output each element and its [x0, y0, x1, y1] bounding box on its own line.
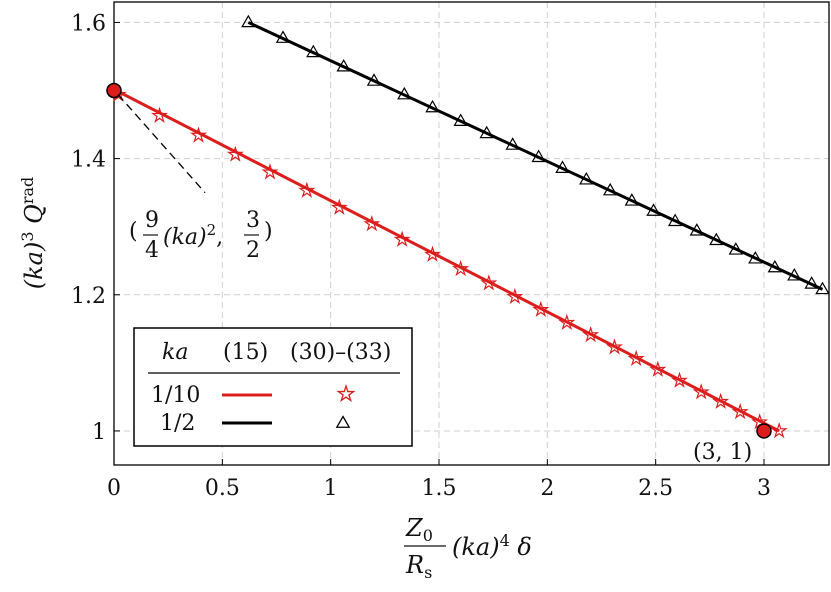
- svg-text:3: 3: [246, 208, 260, 233]
- legend-row-1-10-marker: [336, 383, 356, 403]
- svg-text:4: 4: [145, 238, 159, 263]
- x-tick-label: 2: [540, 476, 554, 501]
- data-point-star: [189, 126, 208, 143]
- data-point-triangle: [709, 232, 724, 246]
- x-tick-label: 0.5: [205, 476, 240, 501]
- legend-row-1-2-marker: [335, 415, 351, 428]
- data-point-star: [712, 392, 730, 409]
- data-point-triangle: [624, 193, 640, 206]
- y-axis-label: (ka)3 Qrad: [18, 177, 48, 290]
- legend: ka (15) (30)–(33) 1/10 1/2: [133, 327, 413, 447]
- data-point-star: [480, 274, 498, 291]
- data-point-triangle: [579, 172, 594, 185]
- y-tick-label: 1: [92, 420, 106, 445]
- data-point-star: [150, 106, 169, 123]
- data-point-triangle: [787, 268, 802, 281]
- data-point-triangle: [397, 86, 412, 100]
- x-tick-label: 3: [757, 476, 771, 501]
- series-1-10: [109, 85, 788, 439]
- legend-header-eq15: (15): [223, 340, 268, 365]
- svg-text:(ka)2,: (ka)2,: [163, 221, 223, 250]
- data-point-triangle: [815, 281, 830, 295]
- data-point-star: [261, 163, 279, 180]
- data-point-triangle: [767, 259, 783, 273]
- data-point-star: [298, 181, 316, 198]
- data-point-star: [393, 230, 411, 247]
- series-line: [115, 89, 780, 433]
- svg-text:(ka)4 δ: (ka)4 δ: [452, 531, 532, 561]
- special-point: [106, 82, 122, 99]
- data-point-star: [770, 422, 788, 439]
- data-point-triangle: [275, 30, 291, 43]
- svg-text:Z0: Z0: [405, 514, 433, 545]
- annotation-3-1-label: (3, 1): [693, 440, 752, 465]
- data-point-star: [558, 313, 576, 330]
- legend-triangle-shape: [335, 415, 351, 428]
- annotation-leader-line: [117, 94, 206, 194]
- data-point-star: [330, 198, 348, 215]
- data-point-star: [452, 259, 470, 277]
- y-tick-label: 1.6: [71, 11, 106, 36]
- svg-text:2: 2: [246, 238, 260, 263]
- data-point-triangle: [646, 203, 661, 216]
- svg-text:Rs: Rs: [405, 551, 432, 582]
- data-point-star: [423, 245, 442, 262]
- plot-frame: [113, 1, 830, 466]
- y-tick-labels: 1 1.2 1.4 1.6: [71, 11, 106, 445]
- x-tick-label: 1: [324, 476, 338, 501]
- x-tick-label: 1.5: [422, 476, 457, 501]
- data-point-star: [605, 338, 624, 355]
- x-tick-label: 2.5: [638, 476, 673, 501]
- data-point-star: [627, 349, 645, 367]
- data-point-star: [532, 300, 550, 318]
- x-tick-label: 0: [107, 476, 121, 501]
- data-point-triangle: [453, 113, 468, 126]
- special-point: [756, 423, 772, 439]
- data-point-triangle: [602, 182, 618, 196]
- data-point-star: [582, 325, 600, 343]
- legend-star-shape: [336, 383, 356, 403]
- data-point-star: [363, 215, 381, 232]
- legend-row-1-2-label: 1/2: [160, 411, 195, 436]
- legend-row-1-10-label: 1/10: [151, 383, 200, 408]
- legend-box: [133, 327, 413, 447]
- y-tick-label: 1.4: [71, 148, 106, 173]
- data-point-triangle: [479, 125, 494, 139]
- svg-text:(: (: [129, 219, 138, 244]
- data-point-star: [649, 360, 667, 377]
- data-point-triangle: [505, 137, 520, 150]
- data-point-triangle: [804, 276, 819, 289]
- data-point-triangle: [531, 149, 546, 163]
- data-point-triangle: [336, 58, 351, 72]
- data-point-star: [506, 287, 524, 305]
- series-layer: [106, 14, 830, 439]
- data-point-triangle: [728, 242, 744, 255]
- svg-text:9: 9: [145, 208, 159, 233]
- data-point-star: [692, 383, 710, 400]
- x-tick-labels: 0 0.5 1 1.5 2 2.5 3: [107, 476, 771, 501]
- annotation-point-label: ( 9 4 (ka)2, 3 2 ): [129, 208, 273, 263]
- data-point-star: [731, 402, 749, 420]
- data-point-triangle: [555, 160, 570, 173]
- data-point-star: [226, 145, 244, 162]
- data-point-star: [670, 371, 689, 388]
- series-1-2: [241, 14, 830, 295]
- data-point-triangle: [425, 99, 440, 113]
- data-point-triangle: [366, 73, 382, 86]
- data-point-triangle: [689, 223, 705, 236]
- svg-text:): ): [264, 219, 273, 244]
- data-point-triangle: [241, 14, 256, 28]
- data-point-triangle: [306, 44, 321, 58]
- y-tick-label: 1.2: [71, 284, 106, 309]
- data-point-triangle: [667, 213, 683, 227]
- x-axis-label: Z0 Rs (ka)4 δ: [404, 514, 532, 582]
- legend-header-ka: ka: [162, 340, 188, 365]
- data-point-triangle: [748, 250, 763, 264]
- legend-header-eq30-33: (30)–(33): [290, 340, 391, 365]
